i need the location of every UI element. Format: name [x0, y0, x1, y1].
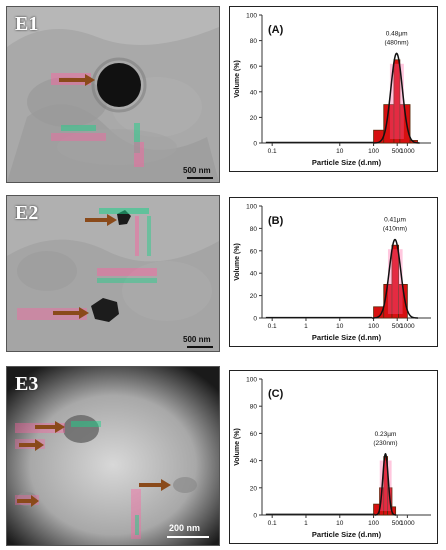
arrow-icon — [85, 214, 117, 226]
y-tick-label: 100 — [246, 204, 257, 211]
fit-curve — [373, 52, 420, 144]
highlight-overlay — [379, 460, 392, 511]
tem-image-e1: E1 500 nm — [6, 6, 220, 183]
tem-e1-graphic — [7, 7, 219, 182]
tem-image-e2: E2 500 nm — [6, 195, 220, 352]
x-tick-label: 100 — [368, 148, 379, 155]
x-tick-label: 500 — [392, 520, 403, 527]
nanoparticle — [91, 298, 119, 322]
y-tick-label: 60 — [250, 431, 258, 438]
x-tick-label: 0.1 — [268, 323, 277, 330]
arrow-icon — [35, 421, 65, 433]
y-tick-label: 60 — [250, 248, 258, 255]
scale-bar-e1 — [187, 177, 213, 179]
chart-b: 0 20 40 60 80 100 0.1 1 10 100 500 1000 (B) 0.41µm (41… — [229, 197, 438, 347]
arrow-icon — [59, 74, 95, 86]
panel-label-e1: E1 — [15, 13, 39, 35]
x-tick-label: 1 — [304, 520, 308, 527]
fit-curve — [374, 452, 397, 516]
x-tick-label: 1000 — [400, 323, 415, 330]
y-tick-label: 0 — [253, 513, 257, 520]
x-axis-label: Particle Size (d.nm) — [312, 158, 382, 167]
x-tick-label: 10 — [336, 520, 344, 527]
tem-image-e3: E3 200 nm — [6, 366, 220, 546]
y-axis-label: Volume (%) — [234, 243, 241, 281]
y-tick-label: 80 — [250, 404, 258, 411]
histogram-bar — [391, 244, 399, 319]
x-tick-label: 0.1 — [268, 148, 277, 155]
arrow-icon — [19, 439, 44, 451]
histogram-bar — [399, 104, 411, 144]
panel-label-e3: E3 — [15, 373, 39, 395]
scale-text-e3: 200 nm — [169, 523, 201, 533]
y-tick-label: 100 — [246, 13, 257, 20]
y-tick-label: 0 — [253, 316, 257, 323]
y-tick-label: 80 — [250, 38, 258, 45]
y-tick-label: 40 — [250, 458, 258, 465]
y-tick-label: 100 — [246, 377, 257, 384]
y-tick-label: 40 — [250, 271, 258, 278]
y-axis-label: Volume (%) — [234, 60, 241, 98]
chart-panel-label: (A) — [268, 24, 284, 36]
chart-panel-label: (B) — [268, 215, 284, 227]
x-tick-label: 1000 — [400, 520, 415, 527]
arrow-icon — [139, 479, 171, 491]
x-tick-label: 100 — [368, 520, 379, 527]
y-tick-label: 20 — [250, 293, 258, 300]
peak-annotation-um: 0.23µm — [375, 431, 397, 438]
y-tick-label: 0 — [253, 141, 257, 148]
x-tick-label: 500 — [392, 148, 403, 155]
nanoparticle — [63, 415, 99, 443]
nanoparticle — [97, 63, 141, 107]
y-tick-label: 40 — [250, 89, 258, 96]
scale-bar-e3 — [167, 536, 209, 538]
peak-annotation-nm: (480nm) — [384, 39, 408, 46]
x-tick-label: 10 — [336, 323, 344, 330]
x-tick-label: 1000 — [400, 148, 415, 155]
highlight-overlay — [389, 63, 404, 139]
chart-a: 0 20 40 60 80 100 0.1 10 100 500 1000 (A) 0.48µm (480… — [229, 6, 438, 172]
scale-text-e1: 500 nm — [183, 166, 211, 175]
peak-annotation-um: 0.48µm — [386, 30, 408, 37]
y-tick-label: 60 — [250, 64, 258, 71]
x-tick-label: 0.1 — [268, 520, 277, 527]
chart-panel-label: (C) — [268, 388, 284, 400]
y-axis-label: Volume (%) — [234, 428, 241, 466]
arrow-icon — [17, 495, 39, 507]
y-tick-label: 20 — [250, 115, 258, 122]
x-tick-label: 100 — [368, 323, 379, 330]
peak-annotation-um: 0.41µm — [384, 217, 406, 224]
peak-annotation-nm: (410nm) — [383, 226, 407, 233]
scale-bar-e2 — [187, 346, 213, 348]
fit-curve — [372, 238, 418, 319]
x-tick-label: 10 — [336, 148, 344, 155]
x-tick-label: 500 — [392, 323, 403, 330]
peak-annotation-nm: (230nm) — [373, 440, 397, 447]
y-tick-label: 80 — [250, 226, 258, 233]
x-axis-label: Particle Size (d.nm) — [312, 333, 382, 342]
histogram-bar — [393, 59, 401, 144]
tem-e3-graphic — [7, 367, 219, 545]
highlight-overlay — [387, 249, 403, 314]
x-tick-label: 1 — [304, 323, 308, 330]
chart-c: 0 20 40 60 80 100 0.1 1 10 100 500 1000 (C) 0.23µm (23… — [229, 370, 438, 544]
histogram-bar — [373, 129, 385, 144]
scale-text-e2: 500 nm — [183, 335, 211, 344]
x-axis-label: Particle Size (d.nm) — [312, 530, 382, 539]
arrow-icon — [53, 307, 89, 319]
tem-e2-graphic — [7, 196, 219, 351]
panel-label-e2: E2 — [15, 202, 39, 224]
y-tick-label: 20 — [250, 485, 258, 492]
